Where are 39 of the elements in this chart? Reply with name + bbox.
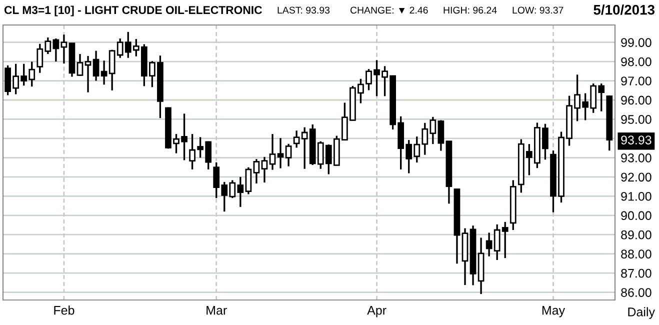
y-tick-label: 99.00 — [621, 38, 652, 47]
y-tick-label: 98.00 — [621, 57, 652, 66]
y-tick-label: 92.00 — [621, 172, 652, 182]
y-tick-label: 97.00 — [621, 76, 652, 86]
candlestick — [269, 133, 276, 171]
x-tick-label: May — [542, 306, 566, 318]
candlestick — [76, 53, 84, 77]
candlestick — [253, 158, 260, 184]
x-tick-label: Mar — [206, 306, 227, 315]
candlestick — [100, 60, 108, 86]
y-tick-label: 89.00 — [621, 230, 652, 240]
y-tick-label: 87.00 — [621, 268, 652, 278]
x-tick-label: Feb — [54, 306, 74, 315]
chart-title: CL M3=1 [10] - LIGHT CRUDE OIL-ELECTRONIC — [4, 6, 262, 16]
y-tick-label: 95.00 — [621, 115, 652, 124]
y-tick-label: 91.00 — [621, 192, 652, 201]
candlestick — [52, 38, 60, 62]
candlestick — [293, 130, 300, 149]
y-tick-label: 86.00 — [621, 288, 652, 297]
text: HIGH: 96.24 — [444, 6, 497, 14]
y-tick-label: 88.00 — [621, 250, 652, 258]
y-tick-label: 96.00 — [621, 96, 652, 105]
candlestick — [60, 34, 68, 64]
text: CHANGE: ▼ 2.46 — [350, 6, 428, 14]
candlestick — [84, 55, 92, 94]
candlestick — [277, 137, 284, 170]
candlestick — [285, 143, 292, 168]
y-tick-label: 90.00 — [621, 211, 652, 220]
text: LOW: 93.37 — [512, 6, 564, 14]
candlestick — [245, 166, 252, 196]
x-tick-label: Apr — [367, 306, 386, 318]
candlestick — [261, 156, 268, 184]
text: LAST: 93.93 — [278, 6, 330, 14]
y-tick-label: 93.93 — [621, 136, 652, 144]
text: 5/10/2013 — [594, 4, 655, 15]
text: Daily — [628, 307, 655, 319]
candlestick — [92, 50, 100, 82]
candlestick — [438, 119, 444, 152]
y-tick-label: 93.00 — [621, 153, 652, 162]
